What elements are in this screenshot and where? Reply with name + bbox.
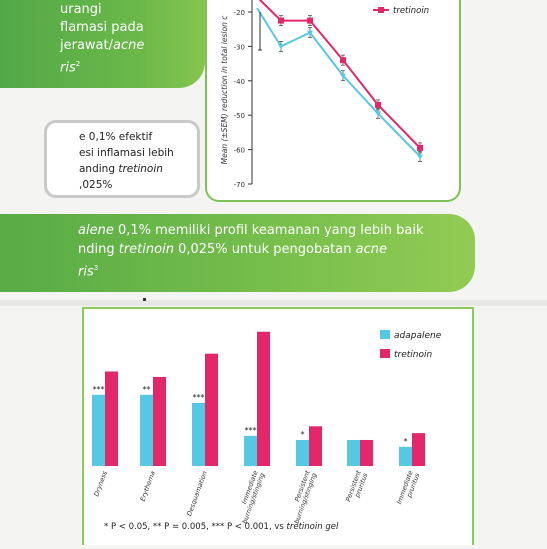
legend-adapalene-label: adapalene: [394, 331, 442, 341]
adapalene-line: [280, 31, 421, 158]
adapalene-point-4: [417, 154, 423, 160]
lesion-reduction-line-chart: -20 -30 -40 -50 -60 -70 Mean (±SEM) reduction …: [220, 0, 429, 189]
middle-green-banner: alene 0,1% memiliki profil keamanan yang…: [0, 214, 475, 292]
significance-4: *: [301, 430, 305, 439]
adapalene-point-1: [307, 30, 313, 36]
tretinoin-point-4: [417, 144, 423, 151]
adapalene-point-2: [340, 73, 346, 79]
adapalene-entry-line: [256, 7, 282, 47]
category-label-0: Dryness: [92, 469, 109, 497]
bar-adapalene-1: [140, 394, 153, 466]
bar-tretinoin-2: [205, 353, 218, 466]
category-label-4: Persistentburning/stinging: [286, 469, 319, 525]
legend-tretinoin-label: tretinoin: [393, 6, 429, 16]
bar-tretinoin-6: [412, 433, 425, 466]
significance-1: **: [143, 385, 151, 394]
banner2-line-1: alene 0,1% memiliki profil keamanan yang…: [78, 223, 424, 238]
category-label-2: Desquamation: [185, 470, 209, 517]
bar-adapalene-4: [296, 439, 309, 466]
top-green-banner: urangi flamasi pada jerawat/acne ris2: [0, 0, 205, 88]
bar-adapalene-3: [244, 435, 257, 466]
tretinoin-point-0: [278, 17, 284, 24]
category-label-3: Immediateburning/stinging: [234, 470, 266, 525]
bar-tretinoin-4: [309, 426, 322, 466]
card-line-3: anding tretinoin: [79, 163, 163, 175]
significance-0: ***: [93, 385, 105, 394]
card-line-1: e 0,1% efektif: [79, 131, 153, 143]
legend-tretinoin-label: tretinoin: [394, 350, 433, 360]
y-axis-label: Mean (±SEM) reduction in total lesion c: [220, 15, 229, 165]
efficacy-card: e 0,1% efektif esi inflamasi lebih andin…: [44, 120, 200, 198]
tolerability-bar-chart: ***Dryness**Erythema***Desquamation***Im…: [92, 330, 442, 532]
bar-adapalene-0: [92, 394, 105, 466]
banner-line-2: flamasi pada: [60, 20, 144, 35]
y-tick-label-5: -70: [234, 181, 245, 189]
tolerability-chart-panel: *** Dryness ** Erythema *** Desquamation *** Im…: [82, 307, 474, 545]
banner2-line-3: ris3: [78, 264, 99, 280]
tretinoin-point-1: [307, 17, 313, 24]
bar-adapalene-5: [347, 439, 360, 466]
adapalene-point-0: [278, 44, 284, 50]
tretinoin-point-3: [375, 101, 381, 108]
tretinoin-point-2: [340, 57, 346, 64]
bar-tretinoin-0: [105, 371, 118, 466]
y-tick-label-2: -40: [234, 78, 245, 86]
y-tick-label-0: -20: [234, 9, 245, 17]
separator-dot: [143, 298, 146, 301]
separator: [0, 300, 547, 306]
legend-tretinoin-swatch: [380, 349, 390, 358]
banner-line-1: urangi: [60, 2, 102, 17]
category-label-6: Immediatepruritus: [395, 469, 421, 508]
legend-tretinoin-marker: [378, 7, 384, 13]
card-line-4: ,025%: [79, 179, 113, 191]
lesion-reduction-chart-panel: -20 -30 -40 -50 -60 -70 Mean (±SEM) reduction …: [205, 0, 461, 202]
adapalene-point-3: [375, 111, 381, 117]
legend-adapalene-swatch: [380, 330, 390, 339]
category-label-1: Erythema: [139, 470, 157, 502]
significance-3: ***: [245, 426, 257, 435]
y-tick-label-3: -50: [234, 112, 245, 120]
bar-adapalene-6: [399, 446, 412, 466]
banner2-line-2: nding tretinoin 0,025% untuk pengobatan …: [78, 242, 387, 257]
significance-6: *: [404, 437, 408, 446]
y-tick-label-1: -30: [234, 43, 245, 51]
card-line-2: esi inflamasi lebih: [79, 147, 174, 159]
significance-2: ***: [193, 393, 205, 402]
bar-tretinoin-3: [257, 331, 270, 466]
y-tick-label-4: -60: [234, 147, 245, 155]
category-label-5: Persistentpruritus: [344, 469, 370, 505]
bar-tretinoin-5: [360, 439, 373, 466]
bar-adapalene-2: [192, 402, 205, 466]
banner-line-3: jerawat/acne: [60, 38, 145, 53]
footnote: * P < 0.05, ** P = 0.005, *** P < 0.001,…: [104, 522, 339, 532]
tretinoin-entry-line: [258, 0, 282, 22]
banner-line-4: ris2: [60, 60, 81, 76]
bar-tretinoin-1: [153, 376, 166, 466]
